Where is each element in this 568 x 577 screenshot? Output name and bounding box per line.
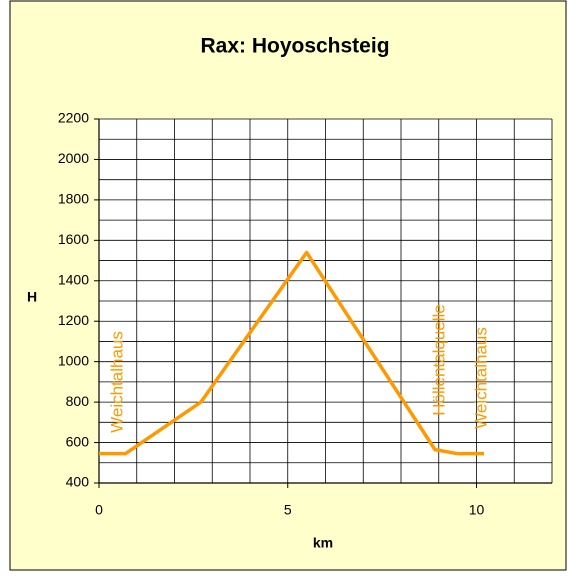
x-tick-label: 10: [469, 502, 485, 518]
y-tick-label: 600: [66, 433, 90, 449]
y-tick-label: 1200: [58, 312, 89, 328]
y-tick-label: 1000: [58, 352, 89, 368]
y-tick-label: 2000: [58, 150, 89, 166]
line: [99, 250, 485, 456]
y-tick-label: 1600: [58, 231, 89, 247]
x-tick-label: 5: [284, 502, 292, 518]
y-tick-label: 400: [66, 474, 90, 490]
annotation: Weichtalhaus: [107, 331, 126, 433]
x-axis-label: km: [313, 535, 333, 551]
y-tick-label: 1800: [58, 191, 89, 207]
y-tick-label: 1400: [58, 271, 89, 287]
annotation: Höllentalquelle: [429, 304, 448, 416]
y-tick-label: 800: [66, 393, 90, 409]
y-tick-label: 2200: [58, 110, 89, 126]
y-axis-label: H: [27, 289, 37, 305]
x-tick-label: 0: [95, 502, 103, 518]
annotation: Weichtalhaus: [471, 327, 490, 429]
chart-title: Rax: Hoyoschsteig: [200, 35, 389, 58]
